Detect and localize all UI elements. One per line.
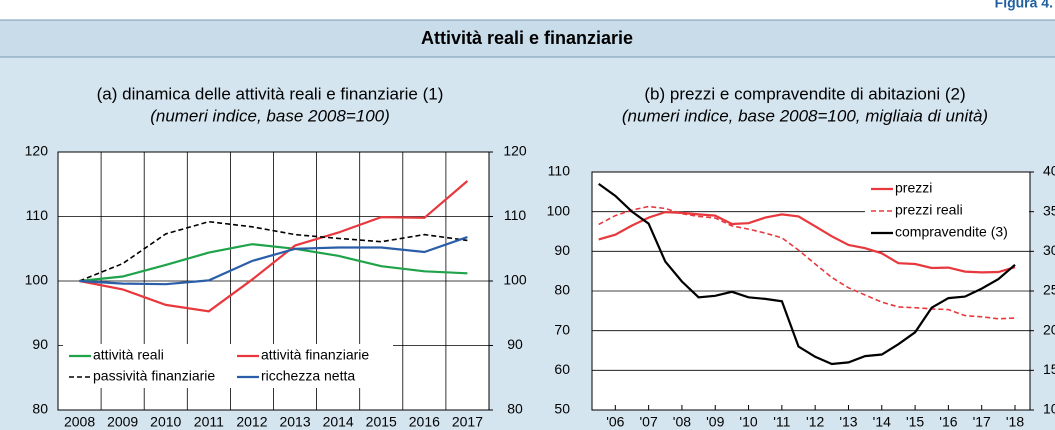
y-tick-label: 60 <box>554 361 570 377</box>
x-tick-label: 2009 <box>107 414 138 430</box>
y2-tick-label: 15 <box>1043 361 1055 377</box>
series-line <box>79 243 468 283</box>
legend-label: passività finanziarie <box>93 368 215 384</box>
series-line <box>598 210 1016 274</box>
legend-label: ricchezza netta <box>261 368 355 384</box>
x-tick-label: '11 <box>773 414 790 430</box>
y-tick-label: 70 <box>554 321 570 337</box>
y2-tick-label: 35 <box>1043 202 1055 218</box>
y-tick-label: 120 <box>25 143 49 159</box>
x-tick-label: '16 <box>939 414 957 430</box>
x-tick-label: 2016 <box>409 414 440 430</box>
x-tick-label: '10 <box>739 414 757 430</box>
x-tick-label: 2015 <box>366 414 397 430</box>
x-tick-label: '13 <box>839 414 857 430</box>
x-tick-label: 2014 <box>323 414 354 430</box>
chart-title: (b) prezzi e compravendite di abitazioni… <box>644 84 965 103</box>
x-tick-label: 2010 <box>150 414 181 430</box>
title-band <box>0 20 1055 57</box>
legend-label: compravendite (3) <box>895 224 1008 240</box>
series-line <box>79 180 469 313</box>
x-tick-label: '15 <box>906 414 924 430</box>
y-tick-label: 90 <box>32 336 48 352</box>
y-tick-label: 80 <box>32 401 48 417</box>
x-tick-label: '06 <box>606 414 624 430</box>
figure-label: Figura 4. <box>995 0 1053 11</box>
y-tick-label: 100 <box>547 202 571 218</box>
series-line <box>598 205 1016 320</box>
legend-label: prezzi reali <box>895 202 963 218</box>
top-strip <box>0 0 1055 20</box>
chart-title: (a) dinamica delle attività reali e fina… <box>97 84 444 103</box>
y2-tick-label: 90 <box>507 336 523 352</box>
x-tick-label: '14 <box>873 414 891 430</box>
x-tick-label: 2011 <box>194 414 224 430</box>
series-line <box>598 183 1016 366</box>
x-tick-label: 2017 <box>452 414 483 430</box>
y-tick-label: 110 <box>26 207 49 223</box>
x-tick-label: '08 <box>673 414 691 430</box>
x-tick-label: 2008 <box>64 414 95 430</box>
y-tick-label: 50 <box>554 401 570 417</box>
y2-tick-label: 100 <box>503 272 527 288</box>
chart-subtitle: (numeri indice, base 2008=100) <box>150 106 390 125</box>
legend-label: prezzi <box>895 180 932 196</box>
x-tick-label: '12 <box>806 414 824 430</box>
y2-tick-label: 120 <box>503 143 527 159</box>
y2-tick-label: 40 <box>1043 163 1055 179</box>
x-tick-label: 2013 <box>279 414 310 430</box>
y-tick-label: 90 <box>554 242 570 258</box>
x-tick-label: '18 <box>1006 414 1024 430</box>
y2-tick-label: 10 <box>1043 401 1055 417</box>
series-line <box>79 236 468 286</box>
chart-subtitle: (numeri indice, base 2008=100, migliaia … <box>622 106 988 125</box>
series-line <box>79 220 468 282</box>
legend-label: attività reali <box>93 347 164 363</box>
x-tick-label: 2012 <box>236 414 267 430</box>
legend-box <box>63 344 393 388</box>
x-tick-label: '09 <box>706 414 724 430</box>
y2-tick-label: 30 <box>1043 242 1055 258</box>
y2-tick-label: 25 <box>1043 282 1055 298</box>
y-tick-label: 110 <box>548 163 571 179</box>
x-tick-label: '07 <box>639 414 657 430</box>
figure-title: Attività reali e finanziarie <box>421 28 633 48</box>
y-tick-label: 80 <box>554 282 570 298</box>
legend-label: attività finanziarie <box>261 347 369 363</box>
y-tick-label: 100 <box>25 272 49 288</box>
y2-tick-label: 110 <box>504 207 527 223</box>
y2-tick-label: 80 <box>507 401 523 417</box>
x-tick-label: '17 <box>973 414 991 430</box>
y2-tick-label: 20 <box>1043 321 1055 337</box>
